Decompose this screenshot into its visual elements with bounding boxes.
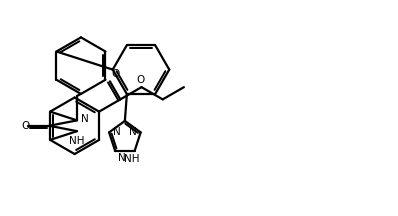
Text: NH: NH [69,136,85,146]
Text: N: N [80,114,88,124]
Text: N: N [113,127,121,137]
Text: O: O [21,121,29,131]
Text: N: N [129,127,137,137]
Text: O: O [137,75,145,85]
Text: NH: NH [124,154,140,164]
Text: N: N [118,153,126,163]
Text: O: O [111,69,119,79]
